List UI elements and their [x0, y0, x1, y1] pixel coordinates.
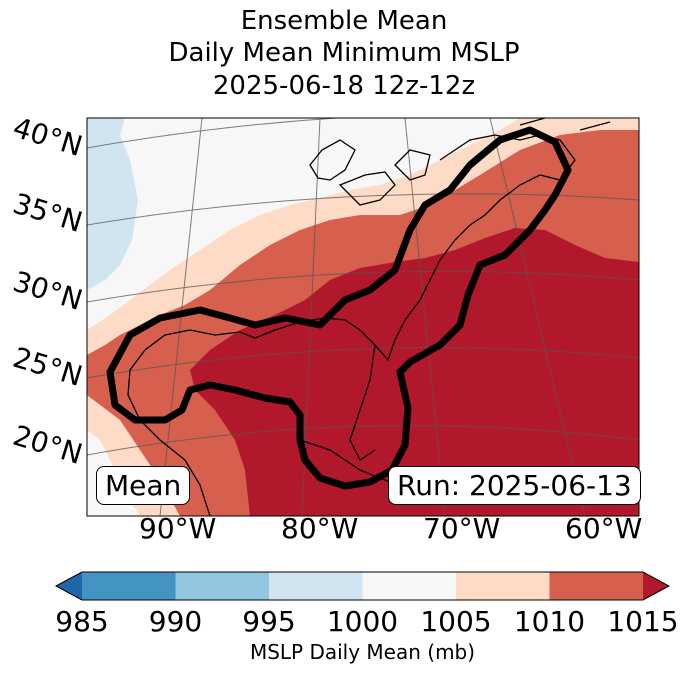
colorbar-990-995 — [175, 572, 269, 600]
colorbar-high-arrow — [643, 572, 669, 600]
colorbar-tick-1005: 1005 — [420, 605, 492, 638]
map-frame — [86, 117, 640, 517]
colorbar-1005-1010 — [456, 572, 550, 600]
colorbar-995-1000 — [269, 572, 363, 600]
coastlines — [127, 118, 611, 516]
colorbar-tick-985: 985 — [55, 605, 109, 638]
lon-label-60w: 60°W — [565, 512, 643, 545]
mslp-contour — [106, 126, 572, 490]
band-995-1000 — [87, 118, 138, 290]
colorbar — [54, 571, 671, 601]
colorbar-tick-990: 990 — [148, 605, 203, 638]
colorbar-tick-995: 995 — [242, 605, 296, 638]
title-line-2: Daily Mean Minimum MSLP — [168, 38, 520, 68]
colorbar-1000-1005 — [362, 572, 456, 600]
colorbar-tick-1010: 1010 — [513, 605, 586, 638]
lon-label-90w: 90°W — [139, 512, 217, 545]
pressure-field — [87, 118, 639, 516]
colorbar-tick-1000: 1000 — [326, 605, 399, 638]
mean-label: Mean — [96, 466, 191, 505]
colorbar-label: MSLP Daily Mean (mb) — [249, 640, 476, 664]
run-label: Run: 2025-06-13 — [388, 466, 641, 505]
colorbar-985-990 — [82, 572, 176, 600]
lon-label-80w: 80°W — [281, 512, 359, 545]
title-line-3: 2025-06-18 12z-12z — [212, 71, 476, 101]
colorbar-low-arrow — [56, 572, 82, 600]
colorbar-outline — [54, 571, 671, 601]
title-line-1: Ensemble Mean — [240, 6, 448, 36]
colorbar-tick-1015: 1015 — [607, 605, 679, 638]
graticule — [87, 118, 639, 516]
band-1000-1005 — [87, 118, 520, 330]
colorbar-1010-1015 — [549, 572, 643, 600]
lon-label-70w: 70°W — [423, 512, 501, 545]
